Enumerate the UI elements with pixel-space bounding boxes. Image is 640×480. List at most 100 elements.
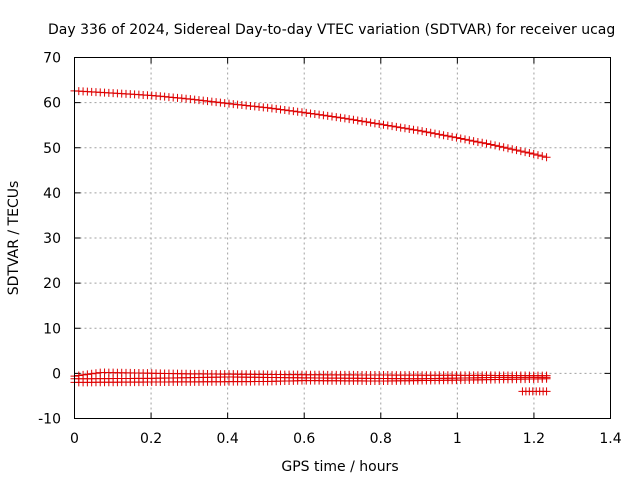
x-tick-label: 0.4 (217, 431, 239, 447)
data-point (533, 151, 542, 160)
y-tick-label: 10 (43, 321, 61, 337)
data-point (538, 152, 547, 161)
data-point (508, 145, 517, 154)
data-point (482, 139, 491, 148)
data-point (469, 137, 478, 146)
data-point (430, 129, 439, 138)
data-point (366, 118, 375, 127)
data-point (452, 133, 461, 142)
data-point (443, 132, 452, 141)
x-tick-label: 0.8 (370, 431, 392, 447)
data-point (422, 127, 431, 136)
data-point (418, 127, 427, 136)
data-point (358, 117, 367, 126)
data-point (186, 95, 195, 104)
plot-frame (74, 57, 611, 419)
data-point (340, 114, 349, 123)
data-point (456, 134, 465, 143)
y-tick-label: 40 (43, 186, 61, 202)
x-tick-label: 0.6 (293, 431, 315, 447)
y-tick-label: -10 (38, 412, 61, 428)
data-point (203, 97, 212, 106)
y-axis-label: SDTVAR / TECUs (6, 181, 22, 296)
data-point (405, 124, 414, 133)
data-point (478, 138, 487, 147)
data-point (207, 97, 216, 106)
data-point (439, 131, 448, 140)
data-point (379, 120, 388, 129)
y-tick-label: 60 (43, 96, 61, 112)
data-point (542, 387, 551, 396)
data-point (194, 96, 203, 105)
data-point (336, 113, 345, 122)
data-point (276, 105, 285, 114)
data-point (465, 136, 474, 145)
data-point (503, 144, 512, 153)
data-point (285, 106, 294, 115)
data-point (323, 111, 332, 120)
data-point (199, 96, 208, 105)
data-point (512, 146, 521, 155)
data-point (542, 153, 551, 162)
x-tick-label: 1.4 (599, 431, 621, 447)
data-point (345, 115, 354, 124)
data-point (495, 142, 504, 151)
data-point (272, 104, 281, 113)
y-tick-label: 70 (43, 51, 61, 67)
data-point (529, 150, 538, 159)
data-point (383, 121, 392, 130)
data-point (499, 143, 508, 152)
y-tick-label: 0 (52, 366, 61, 382)
data-point (190, 95, 199, 104)
data-point (525, 149, 534, 158)
x-tick-label: 0.2 (140, 431, 162, 447)
data-point (297, 108, 306, 117)
data-point (435, 130, 444, 139)
data-point (293, 107, 302, 116)
grid (74, 57, 611, 419)
data-point (319, 111, 328, 120)
y-tick-label: 20 (43, 276, 61, 292)
data-point (306, 109, 315, 118)
data-point (375, 120, 384, 129)
data-point (491, 141, 500, 150)
data-point (370, 119, 379, 128)
x-tick-label: 1 (453, 431, 462, 447)
data-point (353, 116, 362, 125)
y-tick-label: 30 (43, 231, 61, 247)
data-point (461, 135, 470, 144)
y-tick-label: 50 (43, 141, 61, 157)
data-points (70, 86, 551, 396)
x-axis-label: GPS time / hours (281, 459, 398, 475)
data-point (473, 137, 482, 146)
x-tick-label: 0 (70, 431, 79, 447)
data-point (349, 115, 358, 124)
data-point (216, 98, 225, 107)
data-point (409, 125, 418, 134)
data-point (388, 122, 397, 131)
data-point (302, 108, 311, 117)
data-point (327, 112, 336, 121)
data-point (212, 98, 221, 107)
data-point (413, 126, 422, 135)
data-point (362, 117, 371, 126)
data-point (448, 132, 457, 141)
data-point (392, 122, 401, 131)
data-point (289, 107, 298, 116)
data-point (426, 128, 435, 137)
data-point (400, 124, 409, 133)
x-tick-label: 1.2 (523, 431, 545, 447)
data-point (267, 104, 276, 113)
data-point (332, 113, 341, 122)
data-point (486, 140, 495, 149)
data-point (310, 110, 319, 119)
axis-ticks: 0 0.2 0.4 0.6 0.8 1 1.2 1.4 -10 0 10 20 30 40 50 60 70 (38, 51, 622, 448)
data-point (315, 110, 324, 119)
data-point (516, 147, 525, 156)
data-point (280, 106, 289, 115)
data-point (542, 374, 551, 383)
data-point (396, 123, 405, 132)
data-point (263, 103, 272, 112)
chart-title: Day 336 of 2024, Sidereal Day-to-day VTE… (48, 22, 615, 38)
